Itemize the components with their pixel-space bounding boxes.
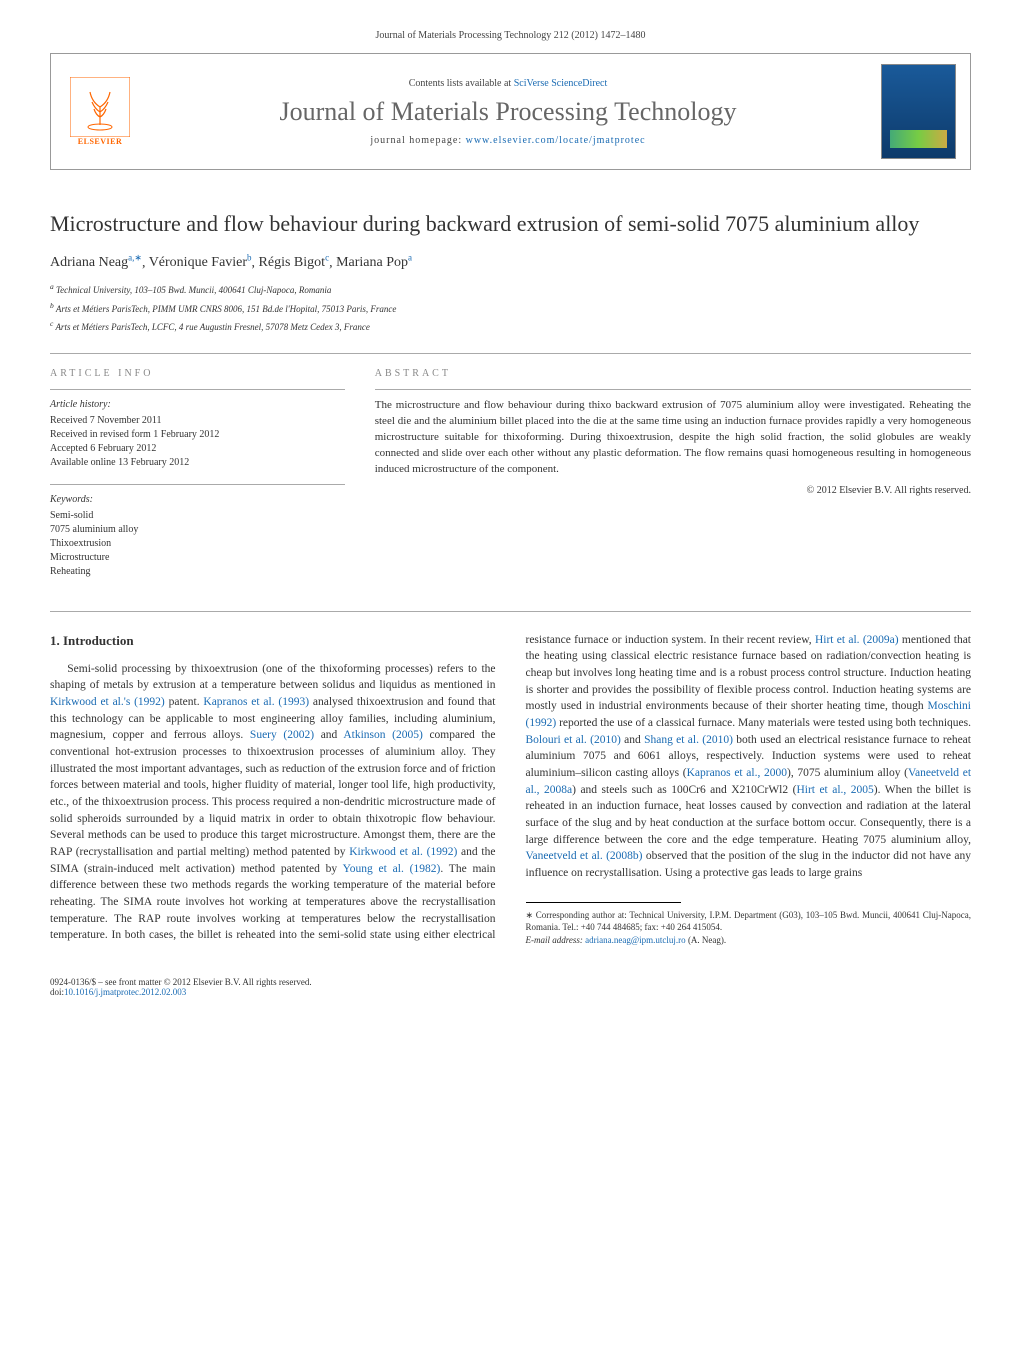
body-text: and [621, 734, 644, 746]
body-text: reported the use of a classical furnace.… [556, 717, 971, 729]
author-2: Régis Bigotc [259, 255, 330, 270]
email-label: E-mail address: [526, 935, 586, 945]
keywords-heading: Keywords: [50, 493, 345, 507]
homepage-line: journal homepage: www.elsevier.com/locat… [150, 135, 866, 146]
sciencedirect-link[interactable]: SciVerse ScienceDirect [514, 78, 608, 89]
abstract-column: abstract The microstructure and flow beh… [375, 368, 971, 593]
divider-bottom [50, 611, 971, 612]
author-name: Véronique Favier [149, 255, 247, 270]
divider-top [50, 353, 971, 354]
affil-label: b [50, 301, 54, 310]
affil-text: Arts et Métiers ParisTech, LCFC, 4 rue A… [55, 322, 369, 332]
keyword: Reheating [50, 565, 345, 579]
info-divider [50, 389, 345, 390]
citation-link[interactable]: Young et al. (1982) [343, 863, 441, 875]
article-info-label: article info [50, 368, 345, 379]
journal-header-box: ELSEVIER Contents lists available at Sci… [50, 53, 971, 170]
meta-abstract-row: article info Article history: Received 7… [50, 368, 971, 593]
citation-link[interactable]: Hirt et al. (2009a) [815, 634, 899, 646]
journal-reference: Journal of Materials Processing Technolo… [50, 30, 971, 41]
intro-paragraph: Semi-solid processing by thixoextrusion … [50, 632, 971, 947]
email-who: (A. Neag). [686, 935, 726, 945]
citation-link[interactable]: Kirkwood et al.'s (1992) [50, 696, 165, 708]
doi-link[interactable]: 10.1016/j.jmatprotec.2012.02.003 [64, 987, 186, 997]
email-link[interactable]: adriana.neag@ipm.utcluj.ro [585, 935, 686, 945]
author-3: Mariana Popa [336, 255, 412, 270]
abstract-divider [375, 389, 971, 390]
affiliation-a: a Technical University, 103–105 Bwd. Mun… [50, 281, 971, 298]
keyword: 7075 aluminium alloy [50, 523, 345, 537]
history-line: Available online 13 February 2012 [50, 456, 345, 470]
author-name: Mariana Pop [336, 255, 408, 270]
info-divider [50, 484, 345, 485]
body-text: patent. [165, 696, 204, 708]
author-0: Adriana Neaga,∗ [50, 255, 142, 270]
elsevier-tree-icon [70, 77, 130, 137]
keyword: Thixoextrusion [50, 537, 345, 551]
affiliation-c: c Arts et Métiers ParisTech, LCFC, 4 rue… [50, 318, 971, 335]
abstract-label: abstract [375, 368, 971, 379]
citation-link[interactable]: Atkinson (2005) [343, 729, 422, 741]
citation-link[interactable]: Kirkwood et al. (1992) [349, 846, 457, 858]
footer-copyright: 0924-0136/$ – see front matter © 2012 El… [50, 977, 971, 987]
section-heading-1: 1. Introduction [50, 632, 496, 651]
footer-doi-line: doi:10.1016/j.jmatprotec.2012.02.003 [50, 987, 971, 997]
author-sup: a [408, 253, 412, 263]
footnote-corr: ∗ Corresponding author at: Technical Uni… [526, 909, 972, 934]
homepage-prefix: journal homepage: [370, 135, 465, 146]
history-line: Accepted 6 February 2012 [50, 442, 345, 456]
affil-label: c [50, 319, 53, 328]
citation-link[interactable]: Shang et al. (2010) [644, 734, 733, 746]
author-name: Régis Bigot [259, 255, 326, 270]
citation-link[interactable]: Hirt et al., 2005 [796, 784, 873, 796]
history-heading: Article history: [50, 398, 345, 412]
author-sup: a,∗ [128, 253, 142, 263]
elsevier-logo: ELSEVIER [65, 72, 135, 152]
body-text: compared the conventional hot-extrusion … [50, 729, 496, 858]
footnote-email-line: E-mail address: adriana.neag@ipm.utcluj.… [526, 934, 972, 947]
keywords-block: Keywords: Semi-solid 7075 aluminium allo… [50, 493, 345, 579]
abstract-copyright: © 2012 Elsevier B.V. All rights reserved… [375, 485, 971, 496]
journal-title: Journal of Materials Processing Technolo… [150, 97, 866, 127]
body-text: ) and steels such as 100Cr6 and X210CrWl… [572, 784, 796, 796]
affil-text: Arts et Métiers ParisTech, PIMM UMR CNRS… [56, 304, 397, 314]
keyword: Microstructure [50, 551, 345, 565]
corresponding-author-footnote: ∗ Corresponding author at: Technical Uni… [526, 909, 972, 947]
affil-label: a [50, 282, 54, 291]
author-sup: b [247, 253, 252, 263]
affiliation-b: b Arts et Métiers ParisTech, PIMM UMR CN… [50, 300, 971, 317]
body-text: and [314, 729, 343, 741]
authors-line: Adriana Neaga,∗, Véronique Favierb, Régi… [50, 253, 971, 272]
doi-label: doi: [50, 987, 64, 997]
abstract-text: The microstructure and flow behaviour du… [375, 398, 971, 478]
article-info-column: article info Article history: Received 7… [50, 368, 345, 593]
article-history-block: Article history: Received 7 November 201… [50, 398, 345, 470]
history-line: Received in revised form 1 February 2012 [50, 428, 345, 442]
citation-link[interactable]: Suery (2002) [250, 729, 314, 741]
history-line: Received 7 November 2011 [50, 414, 345, 428]
body-text: Semi-solid processing by thixoextrusion … [50, 663, 496, 692]
body-two-column: 1. Introduction Semi-solid processing by… [50, 632, 971, 947]
citation-link[interactable]: Kapranos et al., 2000 [687, 767, 787, 779]
contents-prefix: Contents lists available at [409, 78, 514, 89]
contents-available-line: Contents lists available at SciVerse Sci… [150, 78, 866, 89]
citation-link[interactable]: Vaneetveld et al. (2008b) [526, 850, 643, 862]
elsevier-label: ELSEVIER [78, 137, 122, 146]
keyword: Semi-solid [50, 509, 345, 523]
author-sup: c [325, 253, 329, 263]
author-name: Adriana Neag [50, 255, 128, 270]
article-title: Microstructure and flow behaviour during… [50, 210, 971, 239]
citation-link[interactable]: Kapranos et al. (1993) [203, 696, 309, 708]
footnote-separator [526, 902, 682, 903]
page-footer: 0924-0136/$ – see front matter © 2012 El… [50, 977, 971, 997]
author-1: Véronique Favierb [149, 255, 252, 270]
header-center: Contents lists available at SciVerse Sci… [150, 78, 866, 146]
citation-link[interactable]: Bolouri et al. (2010) [526, 734, 621, 746]
homepage-link[interactable]: www.elsevier.com/locate/jmatprotec [466, 135, 646, 146]
affil-text: Technical University, 103–105 Bwd. Munci… [56, 285, 331, 295]
journal-cover-thumbnail [881, 64, 956, 159]
body-text: ), 7075 aluminium alloy ( [787, 767, 908, 779]
